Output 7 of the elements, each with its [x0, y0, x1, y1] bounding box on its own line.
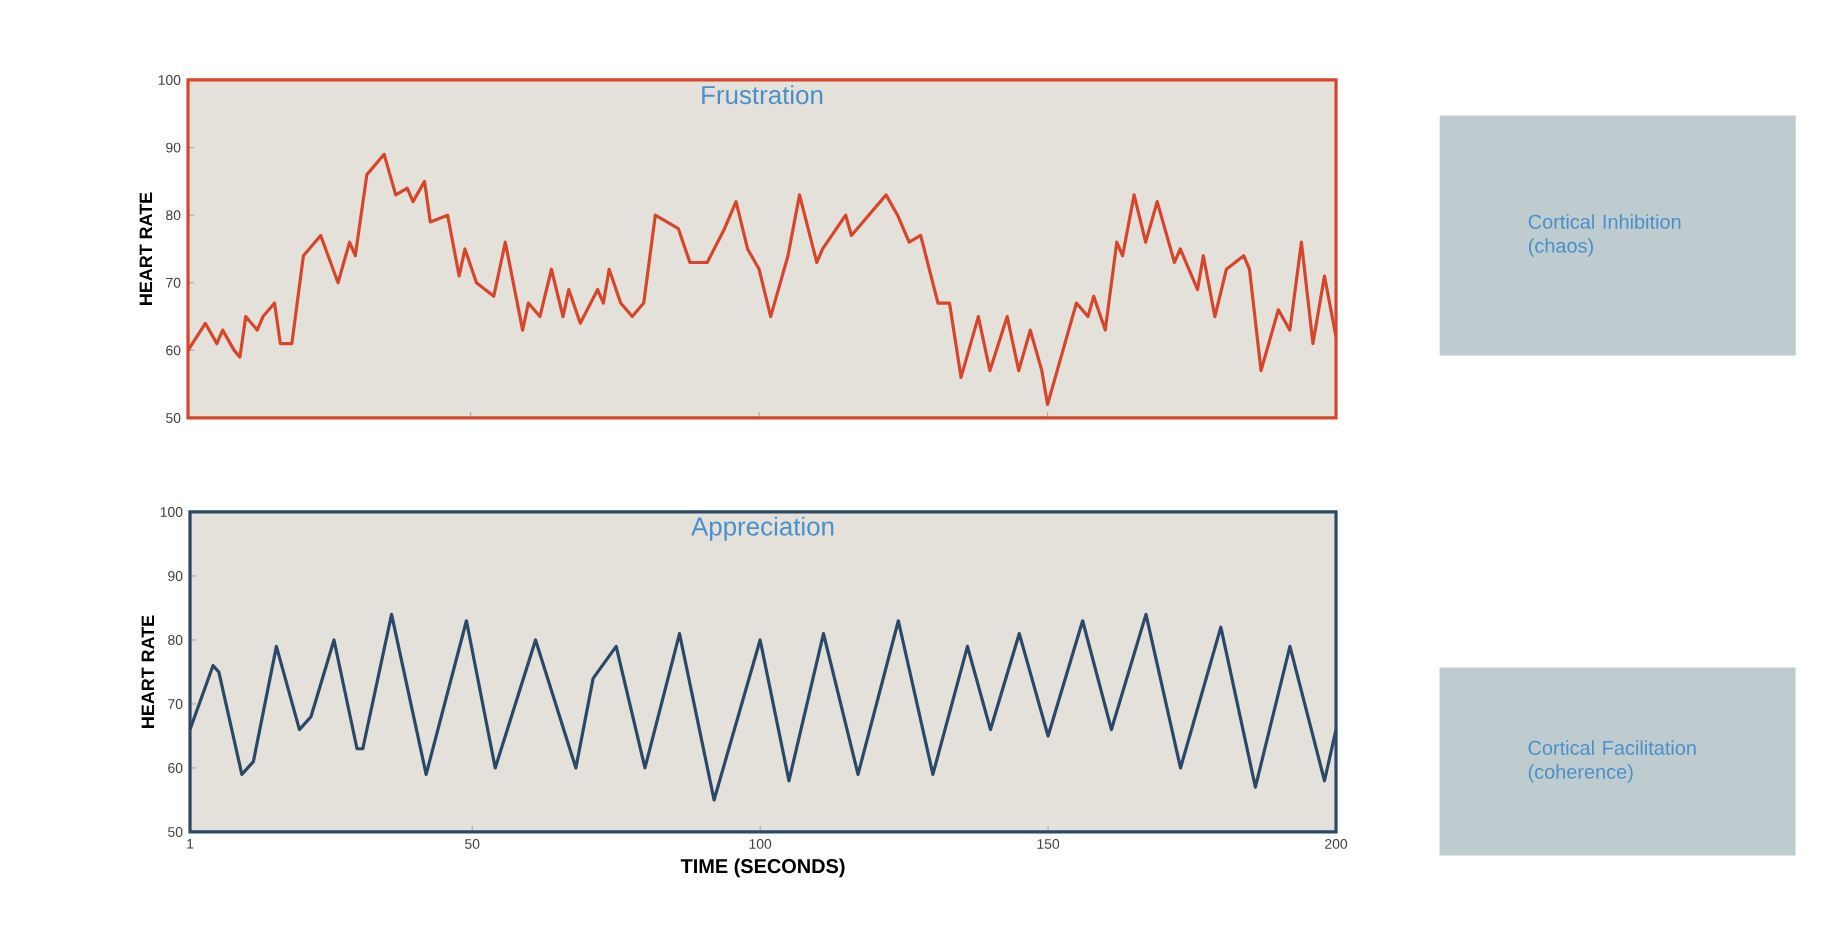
- chart-title: Appreciation: [691, 516, 834, 541]
- y-axis-title: HEART RATE: [139, 192, 153, 305]
- text: Cortical Inhibition (chaos): [1528, 214, 1681, 257]
- text: Cortical Facilitation (coherence): [1528, 740, 1696, 783]
- x-axis-title: TIME (SECONDS): [680, 858, 845, 878]
- y-axis-title: HEART RATE: [141, 615, 155, 728]
- chart-title: Frustration: [702, 85, 823, 105]
